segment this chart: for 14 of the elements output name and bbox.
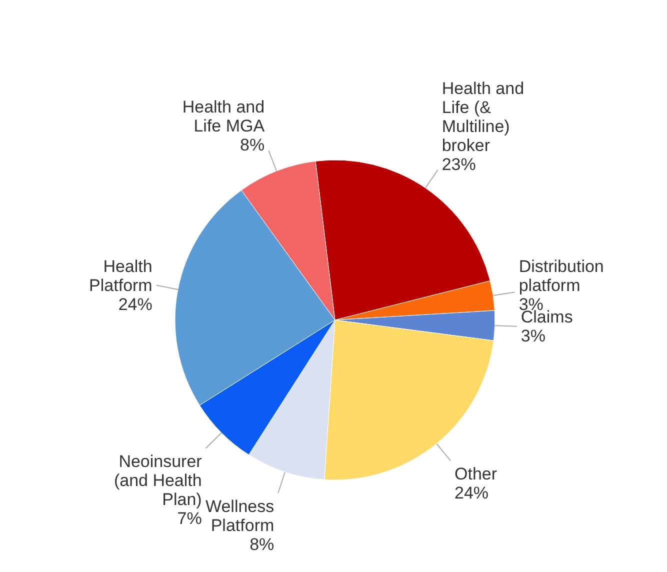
slice-label: Other	[454, 464, 498, 484]
slice-label: Health and Life MGA	[182, 98, 266, 136]
slice-label: Distribution platform	[518, 257, 604, 296]
data-label: 8%	[240, 136, 265, 155]
slice-label: Wellness Platform	[206, 496, 274, 535]
data-label: 8%	[250, 534, 274, 554]
data-label: 3%	[520, 326, 546, 346]
data-label: 23%	[442, 154, 476, 174]
slice-label: Health Platform	[89, 256, 152, 295]
slice-label: Health and Life (& Multiline) broker	[442, 78, 524, 155]
data-label: 24%	[454, 484, 489, 503]
data-label: 7%	[177, 509, 202, 528]
data-label: 24%	[118, 294, 152, 314]
slice-label: Neoinsurer (and Health Plan)	[114, 452, 202, 510]
